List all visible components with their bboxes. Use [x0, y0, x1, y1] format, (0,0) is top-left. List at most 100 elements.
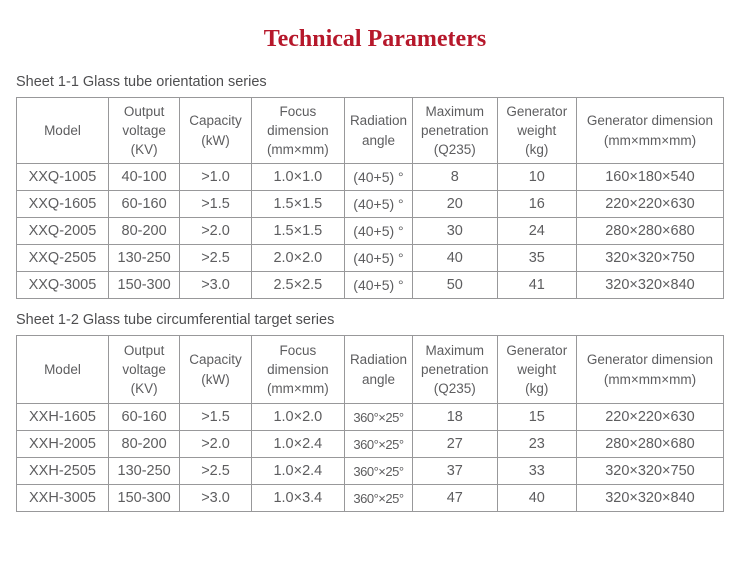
table-cell: 1.0×2.4: [250, 457, 346, 485]
table-cell: >3.0: [179, 271, 252, 299]
header-cell: Model: [16, 97, 109, 164]
table-cell: 130-250: [107, 244, 181, 272]
header-cell: Focus dimension (mm×mm): [250, 97, 346, 164]
header-cell: Capacity (kW): [179, 97, 252, 164]
table-cell: 33: [496, 457, 577, 485]
table-cell: 320×320×750: [575, 457, 725, 485]
table-cell: 1.0×3.4: [250, 484, 346, 512]
table-cell: 280×280×680: [575, 217, 725, 245]
table-cell: 18: [411, 403, 498, 431]
table-cell: >2.5: [179, 457, 252, 485]
table-cell: XXQ-2005: [16, 217, 109, 245]
table-cell: >2.0: [179, 430, 252, 458]
table-cell: XXQ-2505: [16, 244, 109, 272]
table-cell: 10: [496, 163, 577, 191]
table-cell: XXQ-3005: [16, 271, 109, 299]
table-cell: 16: [496, 190, 577, 218]
header-row: Model Output voltage (KV) Capacity (kW) Foc…: [16, 97, 725, 164]
table-cell: (40+5) °: [344, 217, 413, 245]
table-row: XXH-3005 150-300 >3.0 1.0×3.4 360°×25° 47 40 32…: [16, 484, 725, 512]
table-cell: >1.0: [179, 163, 252, 191]
header-cell: Generator weight (kg): [496, 335, 577, 404]
table-cell: 37: [411, 457, 498, 485]
table-cell: >1.5: [179, 403, 252, 431]
table-cell: (40+5) °: [344, 271, 413, 299]
header-cell: Generator dimension (mm×mm×mm): [575, 335, 725, 404]
header-cell: Capacity (kW): [179, 335, 252, 404]
table-cell: 2.5×2.5: [250, 271, 346, 299]
table-cell: >1.5: [179, 190, 252, 218]
table-cell: (40+5) °: [344, 163, 413, 191]
page-title: Technical Parameters: [263, 26, 487, 52]
table-caption-sheet-1-2: Sheet 1-2 Glass tube circumferential tar…: [16, 312, 335, 328]
table-cell: XXQ-1005: [16, 163, 109, 191]
header-cell: Output voltage (KV): [107, 335, 181, 404]
table-cell: 60-160: [107, 403, 181, 431]
table-cell: 320×320×750: [575, 244, 725, 272]
table-cell: 320×320×840: [575, 484, 725, 512]
table-cell: 30: [411, 217, 498, 245]
table-cell: >2.5: [179, 244, 252, 272]
table-row: XXQ-3005 150-300 >3.0 2.5×2.5 (40+5) ° 50 41 32…: [16, 271, 725, 299]
table-cell: 320×320×840: [575, 271, 725, 299]
table-caption-sheet-1-1: Sheet 1-1 Glass tube orientation series: [16, 74, 267, 90]
table-cell: 41: [496, 271, 577, 299]
table-cell: 27: [411, 430, 498, 458]
table-cell: 1.5×1.5: [250, 217, 346, 245]
table-cell: 360°×25°: [344, 430, 413, 458]
glass-tube-circumferential-table: Model Output voltage (KV) Capacity (kW) Foc…: [16, 335, 725, 512]
table-cell: 220×220×630: [575, 403, 725, 431]
header-cell: Generator weight (kg): [496, 97, 577, 164]
header-cell: Generator dimension (mm×mm×mm): [575, 97, 725, 164]
glass-tube-orientation-table: Model Output voltage (KV) Capacity (kW) Foc…: [16, 97, 725, 299]
table-cell: 130-250: [107, 457, 181, 485]
table-cell: 1.5×1.5: [250, 190, 346, 218]
table-cell: 35: [496, 244, 577, 272]
table-cell: 150-300: [107, 484, 181, 512]
table-cell: 40: [496, 484, 577, 512]
table-cell: XXH-1605: [16, 403, 109, 431]
table-cell: XXH-3005: [16, 484, 109, 512]
header-cell: Output voltage (KV): [107, 97, 181, 164]
table-row: XXQ-2005 80-200 >2.0 1.5×1.5 (40+5) ° 30 24 280…: [16, 217, 725, 245]
table-cell: 220×220×630: [575, 190, 725, 218]
header-cell: Radiation angle: [344, 335, 413, 404]
table-cell: 15: [496, 403, 577, 431]
table-cell: 150-300: [107, 271, 181, 299]
table-cell: (40+5) °: [344, 190, 413, 218]
table-row: XXQ-1005 40-100 >1.0 1.0×1.0 (40+5) ° 8 10 160×…: [16, 163, 725, 191]
table-cell: 50: [411, 271, 498, 299]
header-row: Model Output voltage (KV) Capacity (kW) Foc…: [16, 335, 725, 404]
header-cell: Maximum penetration (Q235): [411, 97, 498, 164]
header-cell: Radiation angle: [344, 97, 413, 164]
header-cell: Maximum penetration (Q235): [411, 335, 498, 404]
table-cell: 80-200: [107, 217, 181, 245]
table-cell: 1.0×2.0: [250, 403, 346, 431]
table-cell: 23: [496, 430, 577, 458]
table-cell: 80-200: [107, 430, 181, 458]
table-cell: 1.0×2.4: [250, 430, 346, 458]
table-cell: 360°×25°: [344, 484, 413, 512]
table-cell: (40+5) °: [344, 244, 413, 272]
table-cell: 24: [496, 217, 577, 245]
table-cell: 47: [411, 484, 498, 512]
header-cell: Model: [16, 335, 109, 404]
table-cell: 40: [411, 244, 498, 272]
table-cell: XXH-2505: [16, 457, 109, 485]
table-cell: 40-100: [107, 163, 181, 191]
table-cell: XXQ-1605: [16, 190, 109, 218]
header-cell: Focus dimension (mm×mm): [250, 335, 346, 404]
table-row: XXQ-2505 130-250 >2.5 2.0×2.0 (40+5) ° 40 35 32…: [16, 244, 725, 272]
table-cell: XXH-2005: [16, 430, 109, 458]
table-cell: 360°×25°: [344, 403, 413, 431]
table-cell: 360°×25°: [344, 457, 413, 485]
table-row: XXQ-1605 60-160 >1.5 1.5×1.5 (40+5) ° 20 16 220…: [16, 190, 725, 218]
table-cell: 20: [411, 190, 498, 218]
table-cell: >2.0: [179, 217, 252, 245]
table-cell: 1.0×1.0: [250, 163, 346, 191]
table-row: XXH-2005 80-200 >2.0 1.0×2.4 360°×25° 27 23 280…: [16, 430, 725, 458]
table-cell: 160×180×540: [575, 163, 725, 191]
table-cell: >3.0: [179, 484, 252, 512]
table-row: XXH-2505 130-250 >2.5 1.0×2.4 360°×25° 37 33 32…: [16, 457, 725, 485]
table-cell: 2.0×2.0: [250, 244, 346, 272]
